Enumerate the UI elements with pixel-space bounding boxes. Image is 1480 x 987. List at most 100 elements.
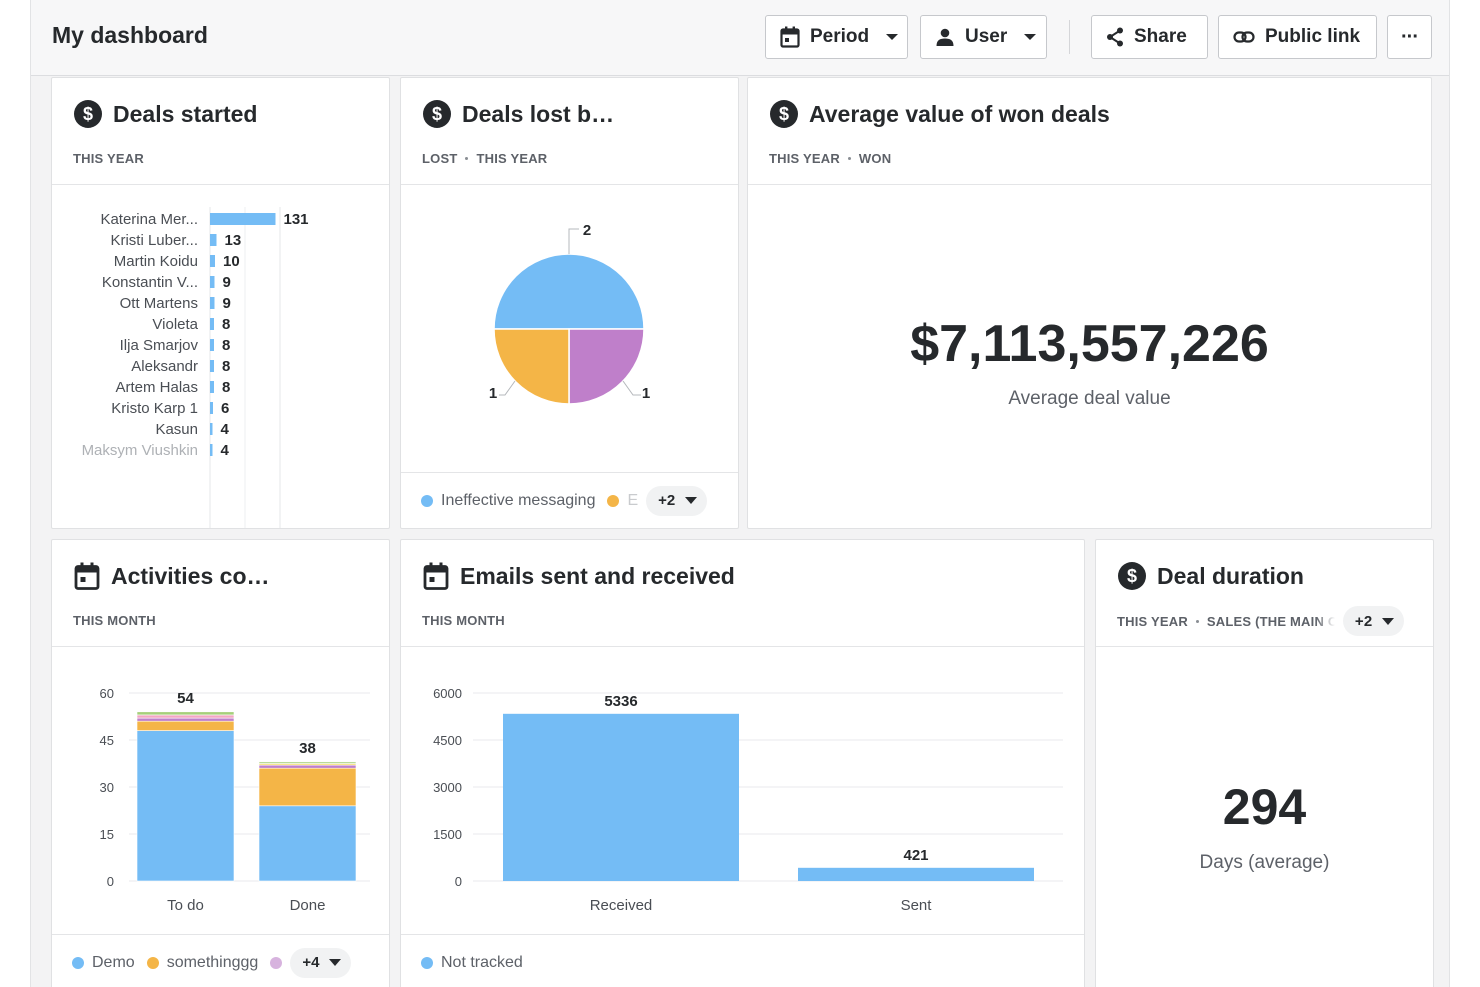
caret-down-icon	[329, 959, 342, 966]
bar-category-label: Kristi Luber...	[110, 232, 198, 249]
card-subtitle: THIS MONTH	[422, 613, 505, 628]
bar	[503, 713, 739, 881]
subtitle-separator	[847, 157, 851, 160]
card-deals-lost[interactable]: $ Deals lost b… LOST THIS YEAR 2 1 1 Ineff…	[400, 77, 739, 529]
stacked-bar-segment	[136, 730, 235, 882]
share-label: Share	[1134, 26, 1187, 47]
leader-line	[622, 380, 641, 396]
bar	[210, 255, 215, 267]
y-tick-label: 0	[107, 874, 114, 889]
bar-value-label: 6	[221, 400, 229, 417]
svg-text:$: $	[779, 104, 789, 124]
legend-item: Ineffective messaging	[441, 491, 596, 509]
dollar-circle-icon: $	[1118, 562, 1146, 590]
deals-lost-pie-chart: 2 1 1	[489, 222, 650, 405]
x-category-label: Done	[290, 897, 326, 914]
y-tick-label: 60	[100, 686, 114, 701]
card-title: Emails sent and received	[423, 562, 735, 590]
card-activities[interactable]: Activities co… THIS MONTH 0 15 30 45 60 54 To …	[51, 539, 390, 987]
legend-item: Not tracked	[441, 953, 523, 971]
card-subtitle-filter: LOST	[422, 151, 458, 166]
card-header: Emails sent and received THIS MONTH	[401, 540, 1084, 647]
bar-value-label: 8	[222, 358, 230, 375]
legend-more-button[interactable]: +4	[290, 947, 352, 978]
bar-category-label: Martin Koidu	[114, 253, 198, 270]
user-filter-label: User	[965, 26, 1008, 47]
stacked-bar-segment	[258, 764, 357, 769]
toolbar-divider	[1069, 20, 1070, 54]
stacked-bar-segment	[258, 767, 357, 807]
more-options-button[interactable]: ···	[1387, 15, 1432, 59]
card-deals-started[interactable]: $ Deals started THIS YEAR Katerina Mer..…	[51, 77, 390, 529]
card-header: $ Deal duration THIS YEAR SALES (THE MAI…	[1096, 540, 1433, 647]
card-subtitle-filter: WON	[858, 151, 892, 166]
card-average-won-value[interactable]: $ Average value of won deals THIS YEAR W…	[747, 77, 1432, 529]
bar-value-label: 8	[222, 337, 230, 354]
filter-more-button[interactable]: +2	[1342, 606, 1405, 636]
legend-swatch	[421, 494, 433, 507]
bar-value-label: 421	[903, 847, 928, 864]
legend-swatch	[72, 956, 84, 969]
y-tick-label: 30	[100, 780, 114, 795]
bar	[798, 867, 1034, 881]
legend-more-button[interactable]: +2	[646, 485, 708, 516]
user-icon	[936, 28, 954, 46]
dashboard-title: My dashboard	[52, 22, 208, 48]
pie-slice	[568, 328, 645, 405]
card-subtitle: THIS YEAR WON	[769, 151, 891, 166]
public-link-label: Public link	[1265, 26, 1361, 47]
legend-swatch	[146, 956, 159, 969]
bar	[210, 381, 214, 393]
period-filter-button[interactable]: Period	[765, 15, 908, 59]
stacked-bar-segment	[136, 714, 235, 719]
card-deal-duration[interactable]: $ Deal duration THIS YEAR SALES (THE MAI…	[1095, 539, 1434, 987]
bar-value-label: 8	[222, 316, 230, 333]
legend-swatch	[607, 494, 620, 507]
bar-value-label: 4	[221, 442, 230, 459]
top-bar: My dashboard Period User Share Public li…	[31, 0, 1449, 76]
chevron-down-icon	[886, 34, 899, 40]
bar-value-label: 13	[225, 232, 242, 249]
svg-text:$: $	[83, 104, 93, 124]
card-emails[interactable]: Emails sent and received THIS MONTH 0 150…	[400, 539, 1085, 987]
card-subtitle: THIS YEAR	[73, 151, 144, 166]
bar-value-label: 9	[223, 274, 231, 291]
bar	[210, 444, 213, 456]
dollar-circle-icon: $	[423, 100, 451, 128]
chart-legend: Ineffective messaging E +2	[401, 472, 738, 528]
user-filter-button[interactable]: User	[920, 15, 1047, 59]
card-header: $ Deals started THIS YEAR	[52, 78, 389, 185]
filter-more-count: +2	[1354, 612, 1373, 630]
bar	[210, 297, 215, 309]
card-title-text: Deals lost b…	[462, 100, 615, 127]
card-title-text: Activities co…	[111, 562, 270, 589]
x-category-label: Sent	[901, 897, 933, 914]
dashboard-frame: My dashboard Period User Share Public li…	[30, 0, 1450, 987]
bar	[210, 339, 214, 351]
stacked-bar-segment	[136, 717, 235, 722]
pie-slice	[493, 253, 645, 330]
bar-value-label: 9	[223, 295, 231, 312]
deal-duration-caption: Days (average)	[1199, 852, 1330, 873]
dollar-circle-icon: $	[770, 100, 798, 128]
link-icon	[1233, 31, 1255, 43]
card-subtitle: LOST THIS YEAR	[422, 151, 547, 166]
subtitle-separator	[1195, 619, 1199, 623]
bar-value-label: 10	[223, 253, 240, 270]
bar-category-label: Ilja Smarjov	[120, 337, 199, 354]
bar-total-label: 38	[299, 740, 316, 757]
calendar-icon	[74, 562, 100, 590]
chart-legend: Not tracked	[401, 934, 1084, 987]
chevron-down-icon	[1024, 34, 1037, 40]
share-button[interactable]: Share	[1091, 15, 1208, 59]
chart-legend: Demo somethinggg +4	[52, 934, 389, 987]
legend-swatch	[270, 956, 283, 969]
caret-down-icon	[685, 497, 698, 504]
stacked-bar-segment	[258, 761, 357, 764]
bar-category-label: Katerina Mer...	[100, 211, 198, 228]
bar	[210, 402, 213, 414]
public-link-button[interactable]: Public link	[1218, 15, 1377, 59]
pie-value-label: 1	[489, 385, 497, 402]
card-subtitle-period: THIS MONTH	[73, 613, 156, 628]
stacked-bar-segment	[258, 805, 357, 882]
